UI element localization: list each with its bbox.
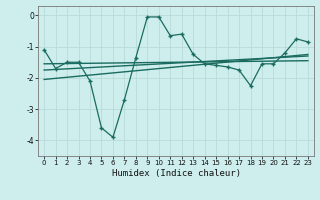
X-axis label: Humidex (Indice chaleur): Humidex (Indice chaleur): [111, 169, 241, 178]
